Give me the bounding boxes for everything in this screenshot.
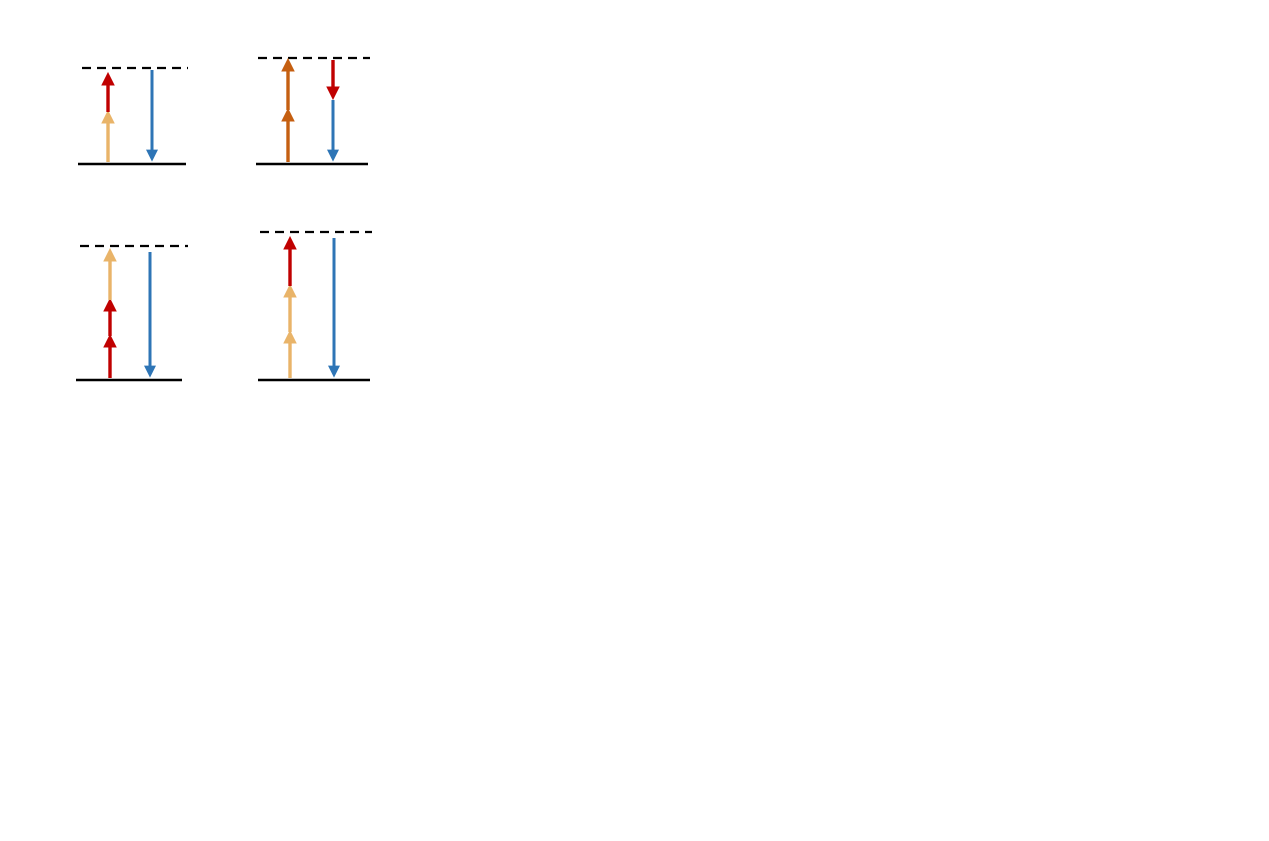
diagram-sfg	[78, 66, 188, 166]
diagram-dfwm	[256, 56, 370, 166]
panel-a-diagrams	[76, 56, 372, 382]
diagram-sfm2	[258, 230, 372, 382]
panel-c-chart	[55, 420, 595, 841]
diagram-sfm1	[76, 244, 188, 382]
panel-d-chart	[625, 420, 1269, 841]
panel-b-chart	[440, 20, 1250, 405]
